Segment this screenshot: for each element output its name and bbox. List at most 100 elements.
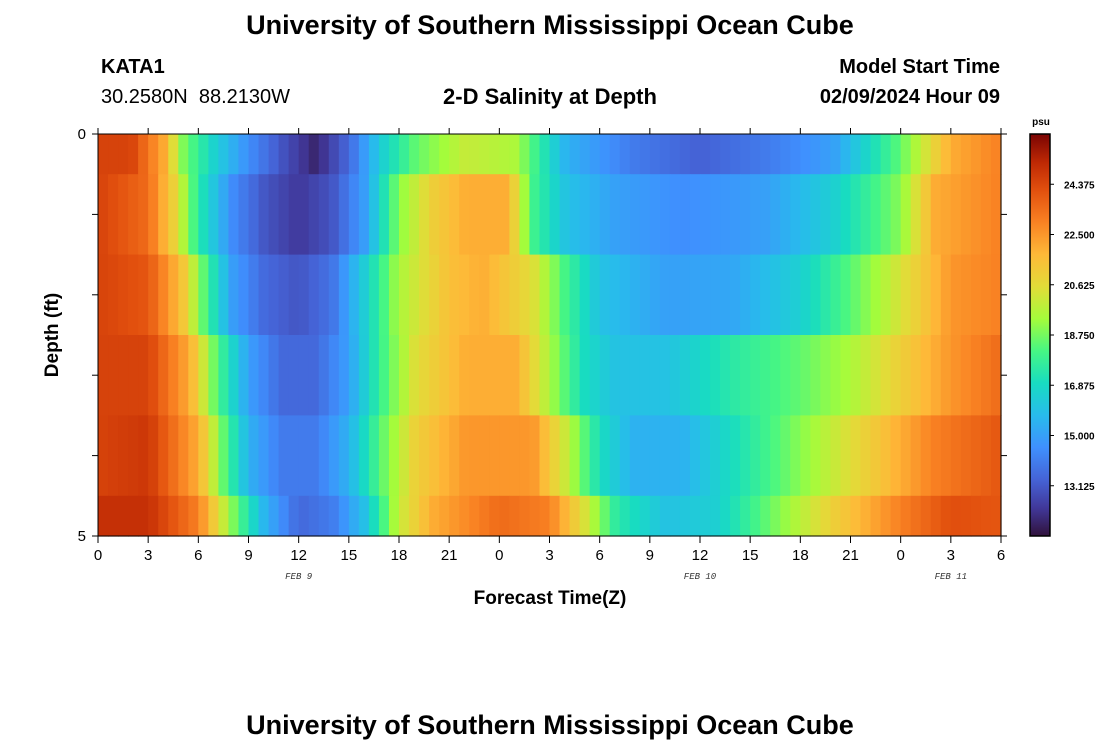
heatmap-cell	[810, 254, 821, 336]
heatmap-cell	[689, 174, 701, 256]
heatmap-cell	[128, 134, 139, 175]
heatmap-cell	[669, 174, 681, 256]
heatmap-cell	[850, 254, 862, 336]
heatmap-cell	[168, 415, 179, 497]
heatmap-cell	[388, 415, 400, 497]
heatmap-cell	[409, 335, 420, 416]
x-axis-title: Forecast Time(Z)	[474, 588, 627, 609]
heatmap-cell	[348, 134, 360, 175]
heatmap-cell	[800, 174, 811, 256]
heatmap-cell	[328, 254, 340, 336]
heatmap-cell	[108, 415, 119, 497]
heatmap-cell	[409, 495, 420, 537]
heatmap-cell	[840, 134, 852, 175]
heatmap-cell	[338, 134, 350, 175]
heatmap-cell	[228, 335, 240, 416]
heatmap-cell	[800, 134, 811, 175]
heatmap-cell	[589, 335, 601, 416]
heatmap-cell	[559, 415, 571, 497]
heatmap-cell	[659, 415, 671, 497]
heatmap-cell	[639, 335, 651, 416]
heatmap-cell	[278, 335, 290, 416]
heatmap-cell	[750, 415, 761, 497]
heatmap-cell	[168, 495, 179, 537]
heatmap-cell	[970, 335, 982, 416]
heatmap-cell	[780, 254, 791, 336]
heatmap-cell	[148, 174, 159, 256]
heatmap-cell	[770, 134, 781, 175]
heatmap-cell	[880, 254, 892, 336]
heatmap-cell	[529, 495, 541, 537]
colorbar: psu 24.375 22.500 20.625 18.750 16.875 15.000…	[1029, 117, 1095, 537]
heatmap-cell	[138, 415, 149, 497]
heatmap-cell	[218, 415, 230, 497]
heatmap-cell	[860, 134, 872, 175]
heatmap-cell	[669, 134, 681, 175]
model-start-value: 02/09/2024 Hour 09	[819, 86, 1000, 108]
heatmap-cell	[228, 495, 240, 537]
heatmap-cell	[138, 134, 149, 175]
x-tick-label: 15	[340, 547, 357, 564]
heatmap-cell	[790, 415, 801, 497]
heatmap-cell	[950, 174, 962, 256]
heatmap-cell	[539, 415, 551, 497]
heatmap-cell	[188, 415, 199, 497]
heatmap-cell	[820, 174, 832, 256]
heatmap-cell	[890, 254, 902, 336]
heatmap-cell	[348, 174, 360, 256]
heatmap-cell	[318, 134, 330, 175]
heatmap-cell	[599, 335, 611, 416]
plot-subtitle: 2-D Salinity at Depth	[443, 84, 657, 109]
heatmap-cell	[649, 174, 661, 256]
x-tick-label: 18	[391, 547, 408, 564]
heatmap-cell	[328, 415, 340, 497]
heatmap-cell	[820, 495, 832, 537]
heatmap-cell	[980, 415, 992, 497]
heatmap-cell	[990, 415, 1002, 497]
heatmap-cell	[358, 495, 370, 537]
heatmap-cell	[308, 495, 320, 537]
heatmap-cell	[429, 335, 440, 416]
heatmap-cell	[168, 134, 179, 175]
heatmap-cell	[870, 134, 882, 175]
heatmap-cell	[178, 254, 189, 336]
heatmap-cell	[669, 495, 681, 537]
heatmap-cell	[469, 415, 480, 497]
heatmap-cell	[298, 335, 310, 416]
heatmap-cell	[700, 174, 711, 256]
heatmap-cell	[248, 134, 260, 175]
heatmap-cell	[890, 335, 902, 416]
heatmap-cell	[960, 335, 972, 416]
heatmap-cell	[900, 495, 912, 537]
heatmap-cell	[178, 174, 189, 256]
x-tick-label: 3	[144, 547, 152, 564]
heatmap-cell	[740, 335, 751, 416]
heatmap-cell	[138, 335, 149, 416]
heatmap-cell	[328, 174, 340, 256]
heatmap-cell	[519, 134, 531, 175]
heatmap-cell	[669, 254, 681, 336]
heatmap-cell	[790, 174, 801, 256]
heatmap-cell	[930, 254, 942, 336]
heatmap-cell	[940, 174, 952, 256]
heatmap-cell	[980, 335, 992, 416]
heatmap-cell	[679, 335, 691, 416]
heatmap-cell	[509, 174, 520, 256]
heatmap-cell	[378, 174, 390, 256]
heatmap-cell	[118, 415, 129, 497]
heatmap-cell	[539, 134, 551, 175]
heatmap-cell	[509, 415, 520, 497]
heatmap-cell	[238, 174, 250, 256]
heatmap-cell	[669, 335, 681, 416]
heatmap-cell	[619, 254, 631, 336]
heatmap-cell	[980, 174, 992, 256]
heatmap-cell	[639, 174, 651, 256]
heatmap-cell	[268, 495, 280, 537]
heatmap-cell	[509, 335, 520, 416]
heatmap-cell	[589, 415, 601, 497]
heatmap-cell	[409, 134, 420, 175]
heatmap-cell	[388, 254, 400, 336]
heatmap-cell	[298, 415, 310, 497]
x-tick-label: 6	[595, 547, 603, 564]
x-tick-label: 6	[194, 547, 202, 564]
